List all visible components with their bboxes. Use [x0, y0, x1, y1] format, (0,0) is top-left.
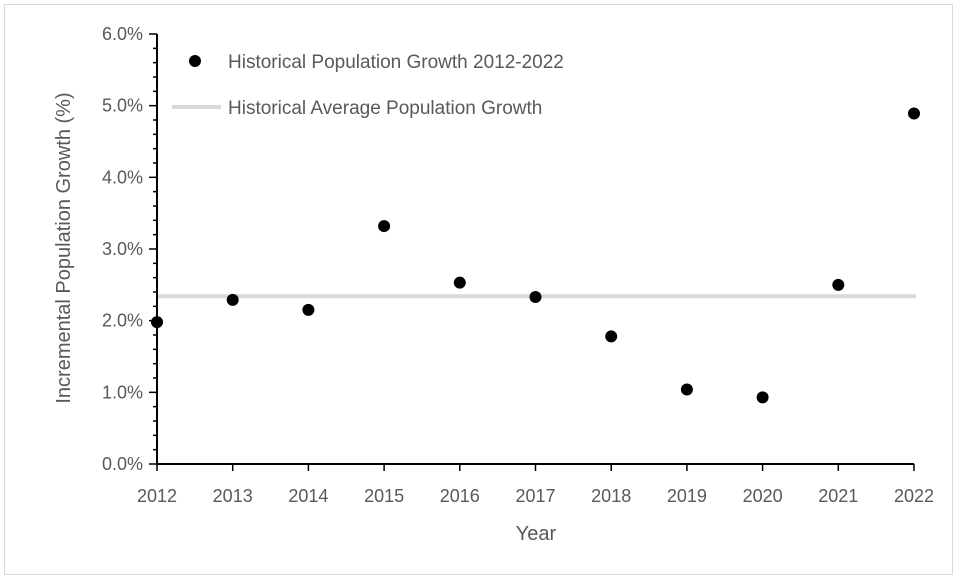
- x-tick-label: 2014: [288, 486, 328, 506]
- chart-frame: [4, 4, 953, 575]
- data-point: [453, 276, 466, 289]
- y-tick-label: 1.0%: [102, 382, 143, 402]
- y-tick-label: 5.0%: [102, 96, 143, 116]
- x-tick-label: 2018: [591, 486, 631, 506]
- data-point: [378, 220, 391, 233]
- x-tick-label: 2017: [515, 486, 555, 506]
- legend-label-average: Historical Average Population Growth: [228, 98, 542, 119]
- x-tick-label: 2019: [667, 486, 707, 506]
- data-point: [680, 383, 693, 396]
- y-tick-label: 3.0%: [102, 239, 143, 259]
- x-tick-label: 2015: [364, 486, 404, 506]
- legend: Historical Population Growth 2012-2022 Hi…: [172, 52, 564, 119]
- data-point: [529, 291, 542, 304]
- points-layer: [151, 107, 920, 404]
- x-tick-label: 2021: [818, 486, 858, 506]
- y-tick-label: 6.0%: [102, 24, 143, 44]
- data-point: [832, 278, 845, 291]
- y-tick-label: 0.0%: [102, 454, 143, 474]
- legend-label-scatter: Historical Population Growth 2012-2022: [228, 52, 564, 73]
- axes-layer: 0.0% 1.0% 2.0% 3.0% 4.0% 5.0% 6.0% 2012 2013 2014…: [102, 24, 934, 506]
- y-tick-label: 4.0%: [102, 167, 143, 187]
- data-point: [756, 391, 769, 404]
- x-tick-label: 2020: [743, 486, 783, 506]
- data-point: [605, 330, 618, 343]
- y-axis-title: Incremental Population Growth (%): [53, 92, 75, 403]
- data-point: [226, 293, 239, 306]
- x-axis-title: Year: [516, 523, 557, 545]
- x-tick-label: 2016: [440, 486, 480, 506]
- x-tick-label: 2022: [894, 486, 934, 506]
- legend-marker-scatter: [189, 55, 201, 67]
- data-point: [151, 316, 163, 329]
- x-tick-label: 2013: [213, 486, 253, 506]
- x-tick-label: 2012: [137, 486, 177, 506]
- y-tick-label: 2.0%: [102, 311, 143, 331]
- data-point: [302, 303, 315, 316]
- data-point: [908, 107, 920, 120]
